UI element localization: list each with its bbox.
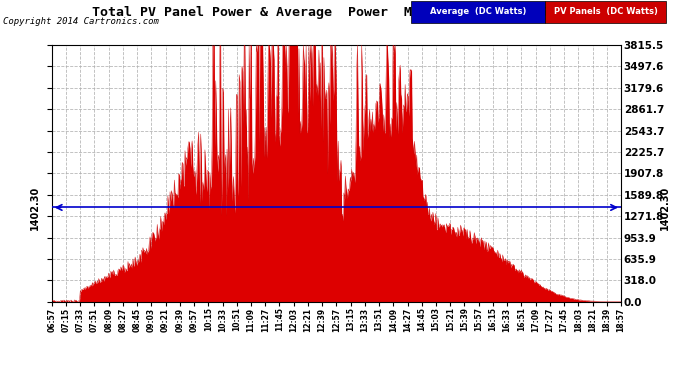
Text: Average  (DC Watts): Average (DC Watts) (430, 7, 526, 16)
Text: 1402.30: 1402.30 (30, 185, 39, 230)
Text: 1402.30: 1402.30 (660, 185, 669, 230)
Text: Copyright 2014 Cartronics.com: Copyright 2014 Cartronics.com (3, 17, 159, 26)
Text: Total PV Panel Power & Average  Power  Mon  Mar  17  18:59: Total PV Panel Power & Average Power Mon… (92, 6, 556, 19)
Text: PV Panels  (DC Watts): PV Panels (DC Watts) (553, 7, 658, 16)
